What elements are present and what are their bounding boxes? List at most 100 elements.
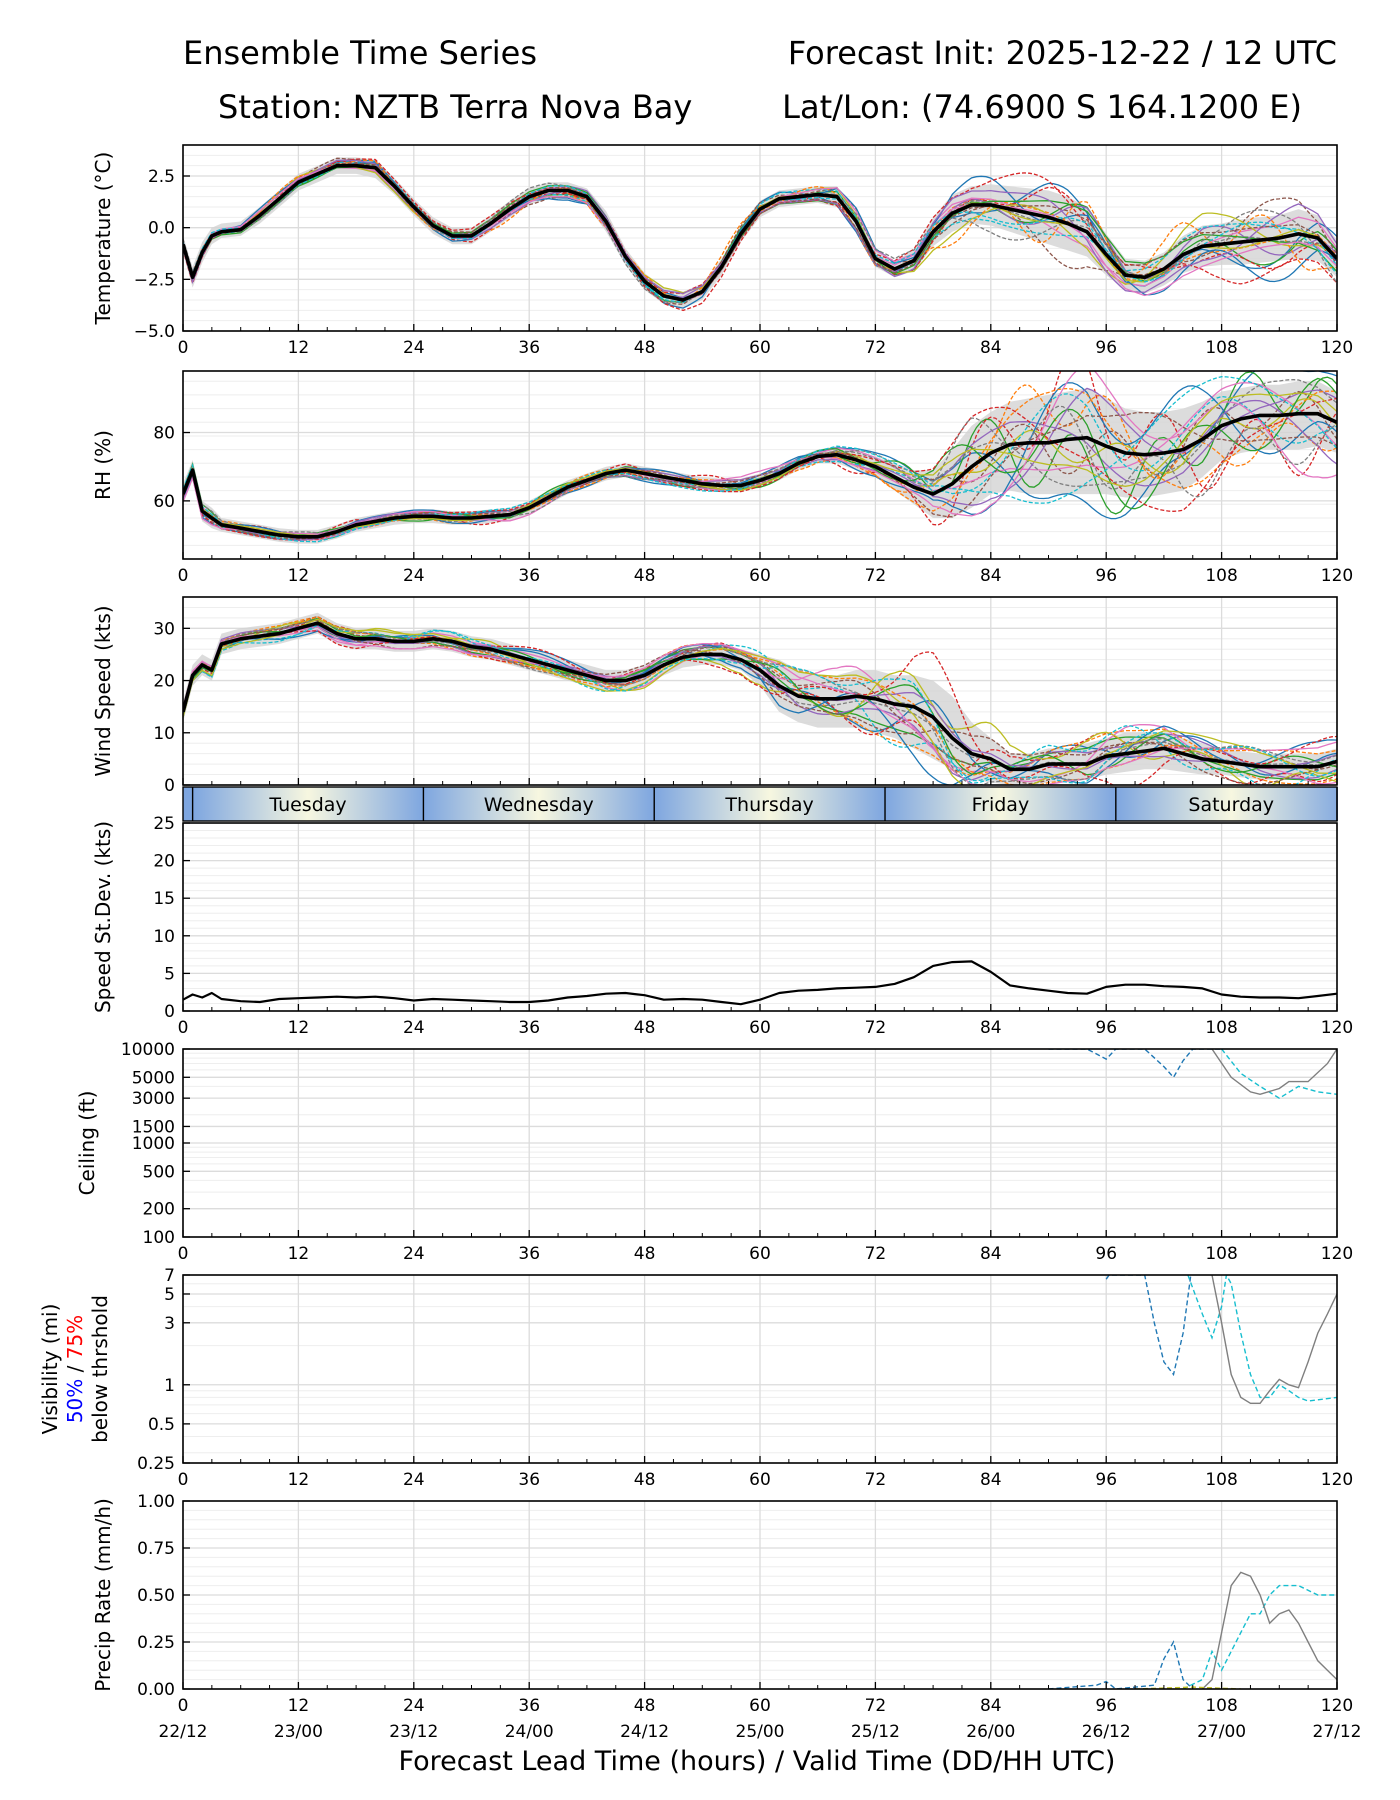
x-tick-label: 0: [178, 1470, 189, 1490]
x-tick-label: 60: [749, 566, 771, 586]
ensemble-member-line: [183, 159, 1337, 295]
title-left-line2: Station: NZTB Terra Nova Bay: [218, 88, 692, 126]
day-label: Wednesday: [484, 794, 594, 816]
x-tick-label: 0: [178, 1018, 189, 1038]
x-tick-label: 24: [403, 1018, 425, 1038]
day-segment: [1115, 787, 1347, 821]
y-tick-label: 0.50: [137, 1586, 175, 1606]
x-tick-label: 0: [178, 338, 189, 358]
x-tick-label: 84: [980, 1244, 1002, 1264]
x-tick-label: 96: [1095, 1244, 1117, 1264]
y-tick-label: 1000: [132, 1134, 175, 1154]
x-tick-label: 60: [749, 338, 771, 358]
y-tick-label: 0.0: [148, 219, 175, 239]
y-tick-label: 0.25: [137, 1454, 175, 1474]
y-axis-title: Precip Rate (mm/h): [91, 1498, 115, 1692]
ensemble-member-line: [183, 411, 1337, 540]
x-tick-label: 72: [865, 566, 887, 586]
valid-time-label: 23/00: [274, 1722, 323, 1742]
x-tick-label: 12: [288, 566, 310, 586]
y-tick-label: 500: [143, 1162, 175, 1182]
x-tick-label: 60: [749, 1470, 771, 1490]
ensemble-member-line: [183, 159, 1337, 301]
spread-band: [183, 381, 1337, 544]
x-tick-label: 48: [634, 566, 656, 586]
day-segment: [654, 787, 886, 821]
spread-band: [183, 157, 1337, 309]
x-tick-label: 84: [980, 338, 1002, 358]
x-tick-label: 72: [865, 1696, 887, 1716]
spread-band: [183, 612, 1337, 785]
series-line-member-b: [1221, 1049, 1337, 1100]
x-tick-label: 36: [518, 1018, 540, 1038]
x-tick-label: 12: [288, 1696, 310, 1716]
y-tick-label: 0.75: [137, 1539, 175, 1559]
x-tick-label: 12: [288, 1244, 310, 1264]
y-tick-label: 1500: [132, 1117, 175, 1137]
x-tick-label: 108: [1205, 1696, 1237, 1716]
x-tick-label: 108: [1205, 1244, 1237, 1264]
valid-time-label: 27/00: [1197, 1722, 1246, 1742]
valid-time-label: 27/12: [1313, 1722, 1362, 1742]
panel-visibility: 0.25 0.5 1 3 57 0 12 24 36 48 60 72 84 96 108 120 Visibi…: [38, 1266, 1353, 1490]
valid-time-label: 24/00: [505, 1722, 554, 1742]
x-tick-label: 24: [403, 1696, 425, 1716]
y-axis-title: Visibility (mi) 50% / 75% below thrshold: [38, 1295, 112, 1443]
x-tick-label: 120: [1321, 1018, 1353, 1038]
x-tick-label: 48: [634, 1696, 656, 1716]
valid-time-label: 26/12: [1082, 1722, 1131, 1742]
y-axis-title-line3: below thrshold: [88, 1295, 112, 1443]
y-tick-label: 0: [164, 1002, 175, 1022]
series-line-member-c: [1201, 1571, 1337, 1689]
x-tick-label: 60: [749, 1696, 771, 1716]
x-tick-label: 108: [1205, 1470, 1237, 1490]
x-tick-label: 60: [749, 1018, 771, 1038]
x-tick-label: 120: [1321, 1244, 1353, 1264]
x-tick-label: 108: [1205, 566, 1237, 586]
ensemble-member-line: [183, 619, 1337, 785]
plot-content: [1048, 1049, 1337, 1100]
x-tick-label: 48: [634, 1244, 656, 1264]
day-strip: Tuesday Wednesday Thursday Friday Saturday: [182, 786, 1378, 822]
x-tick-label: 36: [518, 1696, 540, 1716]
x-tick-label: 96: [1095, 566, 1117, 586]
ensemble-member-line: [183, 618, 1337, 785]
x-tick-label: 24: [403, 566, 425, 586]
x-tick-label: 60: [749, 1244, 771, 1264]
day-segment: [423, 787, 655, 821]
y-tick-label: 3: [164, 1314, 175, 1334]
ensemble-member-line: [183, 162, 1337, 303]
x-axis-title: Forecast Lead Time (hours) / Valid Time …: [399, 1746, 1116, 1777]
ensemble-member-line: [183, 630, 1337, 785]
valid-time-label: 26/00: [966, 1722, 1015, 1742]
x-tick-label: 96: [1095, 338, 1117, 358]
series-line-member-b: [1182, 1584, 1337, 1689]
x-tick-label: 36: [518, 566, 540, 586]
y-tick-label: 7: [164, 1266, 175, 1286]
series-line-member-b: [1187, 1275, 1337, 1402]
plot-content: [183, 371, 1337, 544]
series-line-member-c: [1211, 1275, 1337, 1404]
panel-temperature: −5.0 −2.5 0.0 2.5 0 12 24 36 48 60 72 84 96 108 120 Tem…: [91, 144, 1353, 358]
plot-content: [183, 612, 1337, 785]
y-tick-label: 5000: [132, 1068, 175, 1088]
y-tick-label: 0.5: [148, 1415, 175, 1435]
x-tick-label: 72: [865, 1018, 887, 1038]
day-strip-mask: [1338, 786, 1378, 822]
y-tick-label: 2.5: [148, 167, 175, 187]
plot-content: [183, 960, 1337, 1006]
x-tick-label: 24: [403, 338, 425, 358]
x-tick-label: 96: [1095, 1696, 1117, 1716]
y-axis-title-line2: 50% / 75%: [63, 1315, 87, 1423]
y-axis-title: Ceiling (ft): [75, 1091, 99, 1196]
y-tick-label: 80: [153, 424, 175, 444]
ensemble-mean-line: [183, 411, 1337, 539]
stdev-line: [183, 960, 1337, 1006]
y-tick-label: 10: [153, 724, 175, 744]
day-label: Thursday: [724, 794, 813, 816]
x-tick-label: 120: [1321, 1470, 1353, 1490]
title-right-line2: Lat/Lon: (74.6900 S 164.1200 E): [782, 88, 1302, 126]
y-tick-label: 60: [153, 492, 175, 512]
